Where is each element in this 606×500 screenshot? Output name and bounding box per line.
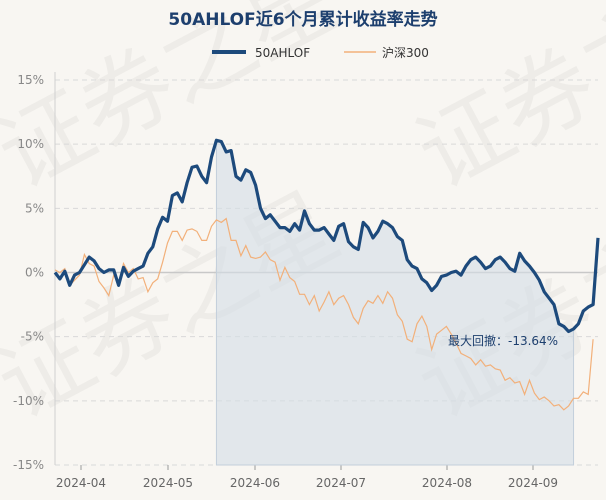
y-tick-label: 5% xyxy=(25,201,44,215)
x-tick-label: 2024-08 xyxy=(422,476,472,490)
legend: 50AHLOF 沪深300 xyxy=(212,46,429,60)
legend-label-index: 沪深300 xyxy=(382,46,429,60)
y-tick-label: 10% xyxy=(17,137,44,151)
y-tick-label: 0% xyxy=(25,266,44,280)
max-drawdown-label: 最大回撤：-13.64% xyxy=(448,333,558,348)
x-tick-label: 2024-07 xyxy=(316,476,366,490)
x-tick-label: 2024-05 xyxy=(143,476,193,490)
y-tick-label: -5% xyxy=(21,330,44,344)
y-tick-label: -15% xyxy=(13,458,44,472)
chart-title: 50AHLOF近6个月累计收益率走势 xyxy=(168,9,437,30)
x-tick-label: 2024-06 xyxy=(230,476,280,490)
series-line-index xyxy=(54,217,594,411)
max-drawdown-area xyxy=(215,139,575,466)
x-tick-label: 2024-09 xyxy=(508,476,558,490)
y-tick-label: 15% xyxy=(17,73,44,87)
legend-label-fund: 50AHLOF xyxy=(255,46,310,60)
watermark-text: 证券之星 xyxy=(400,0,606,209)
plot-area xyxy=(53,138,600,466)
y-tick-label: -10% xyxy=(13,394,44,408)
y-axis-ticks: 15% 10% 5% 0% -5% -10% -15% xyxy=(13,73,44,472)
x-tick-label: 2024-04 xyxy=(56,476,106,490)
series-line-fund xyxy=(53,138,600,334)
x-axis-ticks: 2024-04 2024-05 2024-06 2024-07 2024-08 2024-… xyxy=(56,465,558,490)
